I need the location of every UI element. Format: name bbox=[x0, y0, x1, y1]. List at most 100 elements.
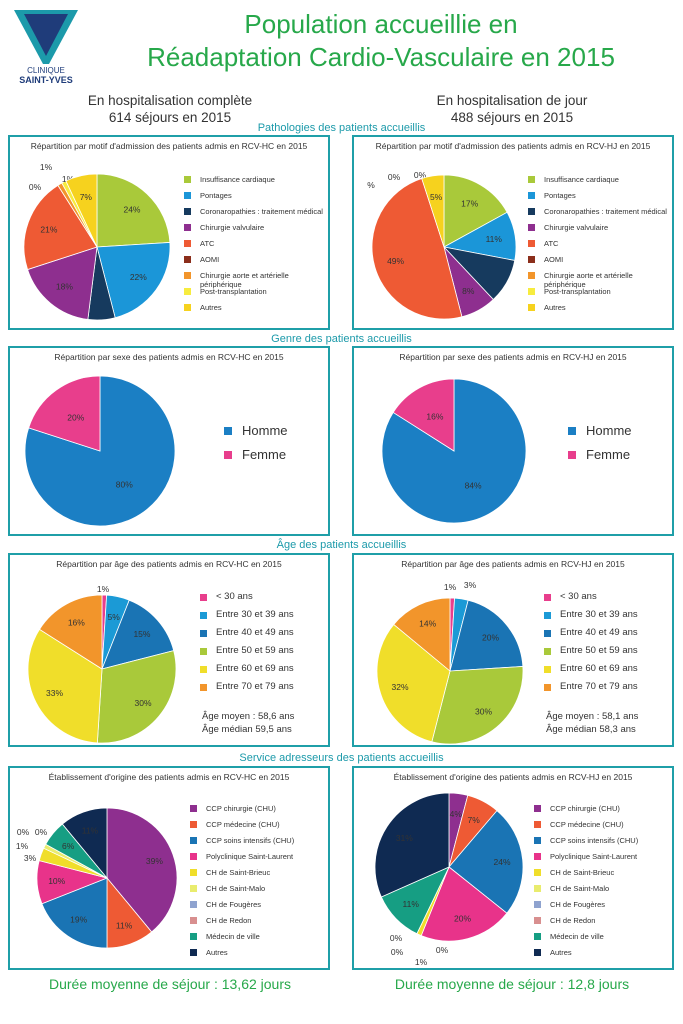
pie-slice-4 bbox=[96, 650, 177, 744]
legend-label: Coronaropathies : traitement médical bbox=[544, 207, 667, 216]
left-header-line2: 614 séjours en 2015 bbox=[108, 110, 232, 125]
pie-data-label: 49% bbox=[387, 256, 404, 266]
pie-data-label: 20% bbox=[454, 914, 471, 924]
legend-label: CCP chirurgie (CHU) bbox=[550, 804, 620, 813]
legend-swatch bbox=[534, 837, 541, 844]
legend-swatch bbox=[528, 176, 535, 183]
pie-data-label: 10% bbox=[48, 876, 65, 886]
legend-swatch bbox=[528, 240, 535, 247]
pie-data-label: 11% bbox=[486, 234, 503, 244]
legend-swatch bbox=[200, 666, 207, 673]
pie-data-label: 30% bbox=[135, 698, 152, 708]
legend-sexe-hj: Homme Femme bbox=[566, 423, 632, 471]
pie-data-label: 4% bbox=[450, 809, 463, 819]
legend-label: Entre 70 et 79 ans bbox=[216, 681, 294, 692]
legend-label: Chirurgie valvulaire bbox=[544, 223, 609, 232]
legend-label: Entre 60 et 69 ans bbox=[216, 663, 294, 674]
legend-label: Médecin de ville bbox=[550, 932, 604, 941]
legend-item: Entre 40 et 49 ans bbox=[198, 627, 294, 645]
legend-swatch bbox=[190, 901, 197, 908]
legend-age-hc: < 30 ans Entre 30 et 39 ans Entre 40 et 49… bbox=[198, 591, 294, 699]
legend-swatch bbox=[184, 224, 191, 231]
legend-item: CCP chirurgie (CHU) bbox=[532, 804, 638, 820]
legend-item: Autres bbox=[188, 948, 294, 964]
section-genre: Genre des patients accueillis bbox=[271, 333, 412, 345]
legend-swatch bbox=[568, 427, 576, 435]
legend-item: Entre 30 et 39 ans bbox=[198, 609, 294, 627]
right-header: En hospitalisation de jour 488 séjours e… bbox=[392, 92, 632, 126]
legend-label: Polyclinique Saint-Laurent bbox=[550, 852, 638, 861]
pie-data-label: 1% bbox=[16, 841, 29, 851]
pie-slice-3 bbox=[41, 877, 108, 949]
chart-title: Établissement d'origine des patients adm… bbox=[393, 772, 633, 782]
pie-data-label: 0% bbox=[388, 172, 401, 182]
legend-item: Polyclinique Saint-Laurent bbox=[188, 852, 294, 868]
legend-label: Polyclinique Saint-Laurent bbox=[206, 852, 294, 861]
legend-item: CCP soins intensifs (CHU) bbox=[188, 836, 294, 852]
pie-data-label: 16% bbox=[68, 617, 85, 627]
legend-item: Pontages bbox=[182, 191, 328, 207]
legend-swatch bbox=[528, 224, 535, 231]
pie-data-label: 31% bbox=[396, 833, 413, 843]
legend-item: Post-transplantation bbox=[526, 287, 672, 303]
legend-label: CH de Fougères bbox=[550, 900, 606, 909]
pie-data-label: 0% bbox=[414, 170, 427, 180]
pie-slice-5 bbox=[376, 623, 451, 743]
chart-title: Répartition par âge des patients admis e… bbox=[401, 559, 625, 569]
legend-swatch bbox=[200, 594, 207, 601]
pie-data-label: 7% bbox=[80, 192, 93, 202]
legend-swatch bbox=[534, 901, 541, 908]
legend-label: AOMI bbox=[544, 255, 564, 264]
left-header-line1: En hospitalisation complète bbox=[87, 93, 253, 108]
legend-swatch bbox=[184, 192, 191, 199]
legend-swatch bbox=[184, 256, 191, 263]
legend-item: Médecin de ville bbox=[188, 932, 294, 948]
legend-item: CCP soins intensifs (CHU) bbox=[532, 836, 638, 852]
age-stats-hj: Âge moyen : 58,1 ans Âge médian 58,3 ans bbox=[546, 710, 638, 736]
pie-slice-5 bbox=[23, 184, 98, 271]
duree-moyenne-hj: Durée moyenne de séjour : 12,8 jours bbox=[394, 976, 630, 992]
legend-item: CH de Redon bbox=[532, 916, 638, 932]
pie-data-label: 16% bbox=[426, 411, 443, 421]
legend-label: CCP médecine (CHU) bbox=[550, 820, 624, 829]
pie-slice-2 bbox=[28, 375, 101, 452]
legend-swatch bbox=[224, 427, 232, 435]
legend-item: ATC bbox=[526, 239, 672, 255]
legend-age-hj: < 30 ans Entre 30 et 39 ans Entre 40 et 49… bbox=[542, 591, 638, 699]
legend-label: CH de Redon bbox=[206, 916, 252, 925]
legend-item: Chirurgie valvulaire bbox=[526, 223, 672, 239]
pie-data-label: 20% bbox=[67, 413, 84, 423]
legend-label: CH de Redon bbox=[550, 916, 596, 925]
pie-data-label: 18% bbox=[56, 281, 73, 291]
legend-item: Médecin de ville bbox=[532, 932, 638, 948]
age-stats-hc: Âge moyen : 58,6 ans Âge médian 59,5 ans bbox=[202, 710, 294, 736]
legend-label: Femme bbox=[242, 447, 287, 462]
pie-data-label: 14% bbox=[419, 618, 436, 628]
legend-swatch bbox=[534, 821, 541, 828]
logo-line1: CLINIQUE bbox=[27, 66, 65, 75]
pie-slice-2 bbox=[392, 378, 455, 452]
section-age: Âge des patients accueillis bbox=[276, 539, 407, 551]
pie-data-label: 1% bbox=[97, 584, 110, 594]
legend-label: Chirurgie aorte et artérielle périphériq… bbox=[200, 271, 289, 289]
legend-item: Coronaropathies : traitement médical bbox=[526, 207, 672, 223]
pie-data-label: 21% bbox=[40, 225, 57, 235]
legend-label: ATC bbox=[200, 239, 215, 248]
legend-swatch bbox=[184, 304, 191, 311]
legend-origine-hj: CCP chirurgie (CHU) CCP médecine (CHU) CCP… bbox=[532, 804, 638, 964]
panel-origine-hc: Établissement d'origine des patients adm… bbox=[8, 766, 330, 970]
pie-data-label: 0% bbox=[436, 945, 449, 955]
pie-slice-1 bbox=[443, 174, 508, 248]
pie-data-label: 19% bbox=[70, 915, 87, 925]
title-line1: Population accueillie en bbox=[244, 9, 518, 39]
legend-item: Chirurgie valvulaire bbox=[182, 223, 328, 239]
pie-slice-6 bbox=[38, 594, 103, 670]
legend-item: CH de Saint-Malo bbox=[532, 884, 638, 900]
pie-data-label: 0% bbox=[29, 182, 42, 192]
pie-data-label: 6% bbox=[62, 841, 75, 851]
page-title: Population accueillie en Réadaptation Ca… bbox=[86, 8, 676, 74]
legend-label: Post-transplantation bbox=[544, 287, 611, 296]
legend-label: Autres bbox=[550, 948, 572, 957]
legend-swatch bbox=[528, 192, 535, 199]
pie-data-label: 0% bbox=[390, 933, 403, 943]
